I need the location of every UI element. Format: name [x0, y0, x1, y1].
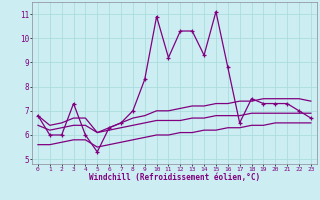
X-axis label: Windchill (Refroidissement éolien,°C): Windchill (Refroidissement éolien,°C) — [89, 173, 260, 182]
